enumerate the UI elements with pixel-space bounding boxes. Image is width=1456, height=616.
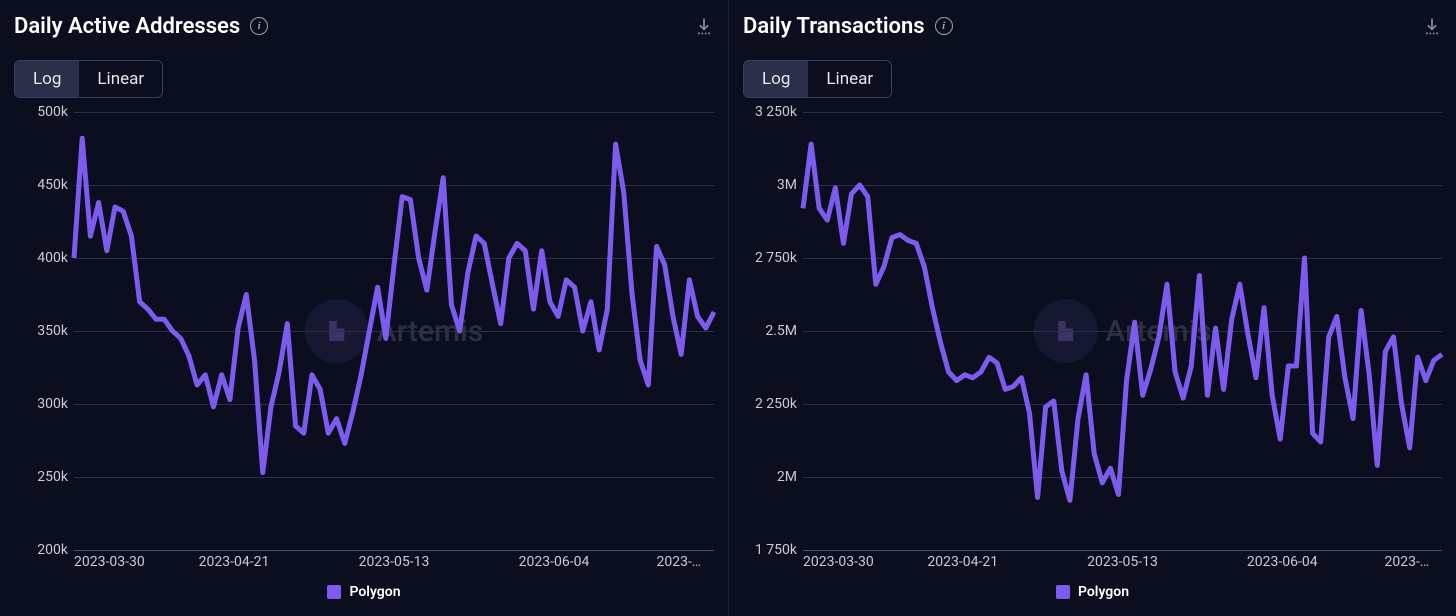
y-tick-label: 2 750k — [755, 250, 797, 266]
info-icon[interactable]: i — [935, 17, 953, 35]
toggle-linear[interactable]: Linear — [79, 61, 162, 97]
x-tick-label: 2023-… — [656, 554, 701, 570]
y-tick-label: 300k — [37, 396, 68, 412]
scale-toggle: Log Linear — [14, 60, 163, 98]
y-tick-label: 1 750k — [755, 542, 797, 558]
y-tick-label: 250k — [37, 469, 68, 485]
panel-daily-active-addresses: Daily Active Addresses i Log Linear 500k… — [0, 0, 728, 616]
y-tick-label: 450k — [37, 177, 68, 193]
download-icon[interactable] — [694, 16, 714, 36]
series-line-polygon — [74, 138, 714, 472]
legend: Polygon — [743, 578, 1442, 606]
x-tick-label: 2023-05-13 — [359, 554, 430, 570]
y-tick-label: 2M — [777, 469, 797, 485]
x-tick-label: 2023-… — [1385, 554, 1430, 570]
y-tick-label: 400k — [37, 250, 68, 266]
y-axis: 3 250k3M2 750k2.5M2 250k2M1 750k — [743, 112, 803, 550]
y-tick-label: 2 250k — [755, 396, 797, 412]
toggle-log[interactable]: Log — [744, 61, 808, 97]
toggle-linear[interactable]: Linear — [808, 61, 891, 97]
toggle-log[interactable]: Log — [15, 61, 79, 97]
panel-header: Daily Active Addresses i — [14, 4, 714, 48]
x-axis: 2023-03-30 2023-04-21 2023-05-13 2023-06-04… — [803, 550, 1442, 578]
y-tick-label: 200k — [37, 542, 68, 558]
x-tick-label: 2023-04-21 — [199, 554, 270, 570]
x-tick-label: 2023-04-21 — [927, 554, 998, 570]
legend-label: Polygon — [349, 584, 400, 600]
plot-area: Artemis — [803, 112, 1442, 550]
chart-addresses: 500k 450k 400k 350k 300k 250k 200k Artemis 202… — [14, 102, 714, 606]
legend-swatch — [327, 585, 341, 599]
x-axis: 2023-03-30 2023-04-21 2023-05-13 2023-06-04… — [74, 550, 714, 578]
y-tick-label: 3 250k — [755, 104, 797, 120]
scale-toggle: Log Linear — [743, 60, 892, 98]
info-icon[interactable]: i — [250, 17, 268, 35]
x-tick-label: 2023-06-04 — [1247, 554, 1318, 570]
legend-swatch — [1056, 585, 1070, 599]
y-axis: 500k450k400k350k300k250k200k — [14, 112, 74, 550]
x-tick-label: 2023-03-30 — [803, 554, 874, 570]
x-tick-label: 2023-03-30 — [74, 554, 145, 570]
panel-title: Daily Transactions — [743, 14, 925, 39]
y-tick-label: 2.5M — [765, 323, 797, 339]
panel-header: Daily Transactions i — [743, 4, 1442, 48]
x-tick-label: 2023-05-13 — [1087, 554, 1158, 570]
y-tick-label: 500k — [37, 104, 68, 120]
legend: Polygon — [14, 578, 714, 606]
legend-label: Polygon — [1078, 584, 1129, 600]
panel-daily-transactions: Daily Transactions i Log Linear 3 250k 3M… — [728, 0, 1456, 616]
x-tick-label: 2023-06-04 — [519, 554, 590, 570]
series-line-polygon — [803, 144, 1442, 500]
download-icon[interactable] — [1422, 16, 1442, 36]
y-tick-label: 3M — [777, 177, 797, 193]
plot-area: Artemis — [74, 112, 714, 550]
y-tick-label: 350k — [37, 323, 68, 339]
panel-title: Daily Active Addresses — [14, 14, 240, 39]
chart-transactions: 3 250k 3M 2 750k 2.5M 2 250k 2M 1 750k Artemis… — [743, 102, 1442, 606]
